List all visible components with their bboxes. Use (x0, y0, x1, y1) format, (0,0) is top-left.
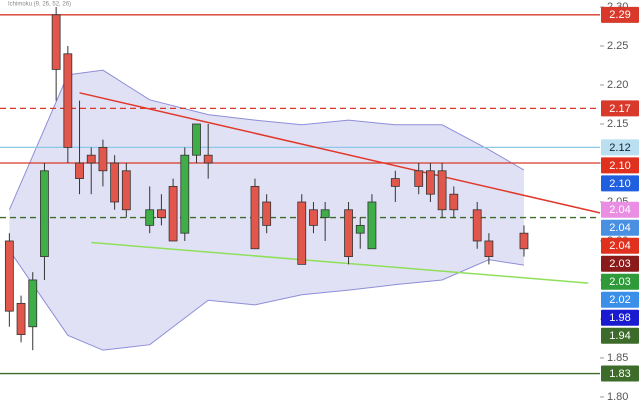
price-tag-label: 1.83 (609, 368, 630, 380)
trendline (91, 241, 589, 284)
candle-body (157, 209, 166, 218)
price-tag (601, 273, 639, 290)
candle-body (519, 232, 529, 250)
candle-body (145, 209, 155, 226)
price-tag-label: 2.29 (609, 9, 630, 21)
candle-body (168, 185, 178, 242)
candle-body (367, 201, 377, 250)
candle-body (426, 170, 435, 195)
candle-body (192, 123, 201, 156)
candle-body (121, 170, 131, 211)
price-tag (601, 255, 639, 272)
price-tag (601, 219, 639, 236)
y-tick-label: 2.25 (607, 40, 628, 52)
candle-body (344, 209, 353, 257)
candle-body (390, 178, 400, 187)
price-tag-label: 2.10 (609, 160, 630, 172)
y-tick-label: 2.15 (607, 118, 628, 130)
price-tag-label: 2.04 (609, 222, 630, 234)
price-tag (601, 327, 639, 344)
price-tag-label: 2.04 (609, 240, 630, 252)
price-tag (601, 365, 639, 382)
candle-body (203, 154, 213, 164)
candle-body (472, 209, 482, 242)
candle-body (297, 201, 307, 265)
candle-body (262, 201, 272, 226)
price-tag (601, 291, 639, 308)
candle-body (355, 224, 365, 234)
indicator-label: Ichimoku (9, 26, 52, 26) (8, 2, 71, 8)
plot-area (0, 7, 601, 375)
y-tick-label: 1.80 (607, 391, 628, 403)
price-tag (601, 309, 639, 326)
trendline (79, 92, 601, 214)
price-axis: 2.302.252.202.152.102.052.001.951.901.85… (600, 1, 639, 403)
y-tick-label: 1.85 (607, 352, 628, 364)
price-tag-label: 2.03 (609, 258, 630, 270)
candle-body (51, 14, 61, 70)
price-tag-label: 2.10 (609, 178, 630, 190)
candle-body (320, 209, 330, 218)
candle-body (16, 302, 26, 335)
candle-body (110, 162, 120, 203)
price-tag (601, 157, 639, 174)
price-tag-label: 2.17 (609, 103, 630, 115)
candle-body (309, 209, 318, 226)
price-tag-label: 2.04 (609, 204, 630, 216)
band-upper (8, 69, 525, 210)
candle-body (180, 154, 190, 234)
candle-body (4, 240, 14, 312)
price-tag-label: 2.02 (609, 294, 630, 306)
candle-body (449, 193, 459, 211)
candle-body (98, 146, 108, 172)
price-tag (601, 175, 639, 192)
price-tag (601, 100, 639, 117)
candle-body (40, 170, 49, 257)
price-tag (601, 201, 639, 218)
price-tag-label: 1.94 (609, 330, 630, 342)
price-tag (601, 6, 639, 23)
band-lower (8, 250, 525, 351)
candle-body (75, 162, 84, 179)
candle-body (63, 53, 73, 148)
candle-body (414, 170, 424, 187)
candle-body (484, 240, 494, 257)
price-tag-label: 2.03 (609, 276, 630, 288)
price-tag (601, 139, 639, 156)
y-tick-label: 2.20 (607, 79, 628, 91)
candle-body (28, 279, 38, 328)
candle-body (86, 154, 96, 164)
price-tag-label: 2.12 (609, 142, 630, 154)
candle-body (250, 185, 260, 250)
price-tag (601, 237, 639, 254)
candle-body (437, 170, 447, 211)
price-tag-label: 1.98 (609, 312, 630, 324)
